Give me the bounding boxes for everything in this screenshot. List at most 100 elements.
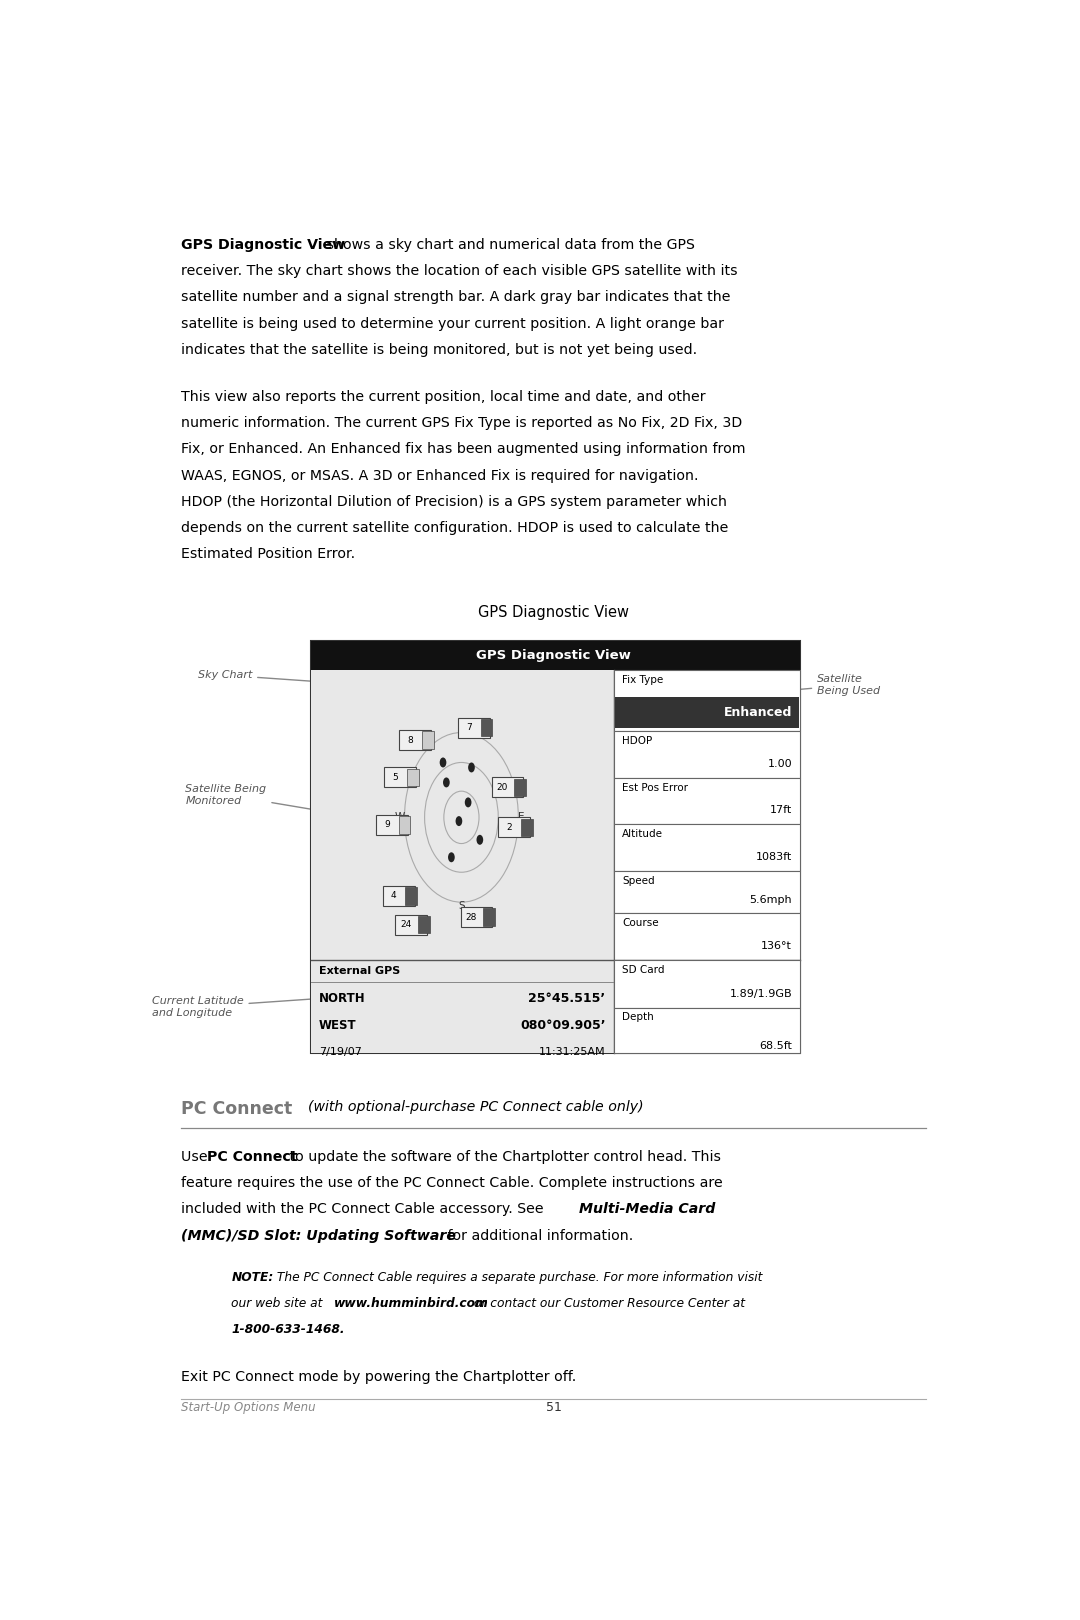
- Text: numeric information. The current GPS Fix Type is reported as No Fix, 2D Fix, 3D: numeric information. The current GPS Fix…: [181, 416, 742, 431]
- Bar: [613, 1008, 800, 1053]
- Text: Satellite
Being Used: Satellite Being Used: [622, 674, 880, 706]
- Text: W: W: [394, 812, 405, 823]
- Text: for additional information.: for additional information.: [443, 1228, 633, 1243]
- Bar: [483, 909, 495, 927]
- Text: satellite number and a signal strength bar. A dark gray bar indicates that the: satellite number and a signal strength b…: [181, 290, 730, 305]
- Circle shape: [448, 852, 455, 862]
- Circle shape: [468, 763, 475, 773]
- Text: receiver. The sky chart shows the location of each visible GPS satellite with it: receiver. The sky chart shows the locati…: [181, 264, 738, 279]
- Bar: [311, 642, 800, 671]
- Text: (with optional-purchase PC Connect cable only): (with optional-purchase PC Connect cable…: [308, 1100, 644, 1115]
- Bar: [498, 818, 530, 838]
- Circle shape: [440, 758, 446, 768]
- Text: www.humminbird.com: www.humminbird.com: [334, 1296, 489, 1309]
- Text: Use: Use: [181, 1150, 212, 1165]
- Text: Estimated Position Error.: Estimated Position Error.: [181, 548, 355, 561]
- Text: PC Connect: PC Connect: [207, 1150, 297, 1165]
- Text: Exit PC Connect mode by powering the Chartplotter off.: Exit PC Connect mode by powering the Cha…: [181, 1371, 577, 1383]
- Text: 7: 7: [467, 723, 472, 732]
- Text: Multi-Media Card: Multi-Media Card: [580, 1202, 716, 1217]
- Text: 1.89/1.9GB: 1.89/1.9GB: [729, 990, 792, 1000]
- Bar: [400, 731, 431, 750]
- Bar: [382, 886, 415, 906]
- Bar: [521, 818, 532, 836]
- Bar: [514, 779, 526, 795]
- Bar: [491, 778, 524, 797]
- Circle shape: [476, 834, 483, 844]
- Bar: [616, 697, 799, 729]
- Text: depends on the current satellite configuration. HDOP is used to calculate the: depends on the current satellite configu…: [181, 522, 728, 535]
- Bar: [311, 671, 613, 1053]
- Text: 2: 2: [507, 823, 512, 831]
- Text: 20: 20: [497, 782, 508, 792]
- Text: GPS Diagnostic View: GPS Diagnostic View: [478, 604, 629, 620]
- Circle shape: [456, 816, 462, 826]
- Text: 080°09.905’: 080°09.905’: [519, 1019, 606, 1032]
- Text: 1.00: 1.00: [768, 758, 792, 768]
- Text: E: E: [518, 812, 525, 823]
- Bar: [613, 825, 800, 872]
- Text: 4: 4: [391, 891, 396, 901]
- Text: 1-800-633-1468.: 1-800-633-1468.: [231, 1324, 345, 1336]
- Text: Fix Type: Fix Type: [622, 676, 663, 685]
- Text: Current Latitude
and Longitude: Current Latitude and Longitude: [151, 996, 319, 1017]
- Text: satellite is being used to determine your current position. A light orange bar: satellite is being used to determine you…: [181, 316, 724, 330]
- Text: N: N: [458, 719, 465, 731]
- Text: 25°45.515’: 25°45.515’: [528, 991, 606, 1004]
- Bar: [311, 642, 800, 1053]
- Text: 51: 51: [545, 1401, 562, 1414]
- Text: 136°t: 136°t: [761, 941, 792, 951]
- Text: NORTH: NORTH: [320, 991, 366, 1004]
- Circle shape: [443, 778, 449, 787]
- Text: 5.6mph: 5.6mph: [750, 896, 792, 906]
- Text: or contact our Customer Resource Center at: or contact our Customer Resource Center …: [470, 1296, 745, 1309]
- Bar: [481, 719, 492, 735]
- Bar: [613, 872, 800, 914]
- Text: Course: Course: [622, 919, 659, 928]
- Bar: [395, 915, 427, 935]
- Text: Fix, or Enhanced. An Enhanced fix has been augmented using information from: Fix, or Enhanced. An Enhanced fix has be…: [181, 442, 745, 457]
- Text: This view also reports the current position, local time and date, and other: This view also reports the current posit…: [181, 390, 705, 403]
- Text: 7/19/07: 7/19/07: [320, 1047, 362, 1056]
- Text: PC Connect: PC Connect: [181, 1100, 293, 1118]
- Text: shows a sky chart and numerical data from the GPS: shows a sky chart and numerical data fro…: [322, 238, 694, 253]
- Text: 8: 8: [407, 735, 414, 745]
- Text: HDOP (the Horizontal Dilution of Precision) is a GPS system parameter which: HDOP (the Horizontal Dilution of Precisi…: [181, 494, 727, 509]
- Text: 11:31:25AM: 11:31:25AM: [539, 1047, 606, 1056]
- Text: WEST: WEST: [320, 1019, 356, 1032]
- Text: 5: 5: [392, 773, 399, 782]
- Text: Est Pos Error: Est Pos Error: [622, 782, 688, 792]
- Text: NOTE:: NOTE:: [231, 1270, 273, 1283]
- Text: indicates that the satellite is being monitored, but is not yet being used.: indicates that the satellite is being mo…: [181, 343, 698, 356]
- Text: 24: 24: [401, 920, 411, 930]
- Bar: [418, 915, 430, 933]
- Text: Satellite Being
Monitored: Satellite Being Monitored: [186, 784, 378, 821]
- Text: WAAS, EGNOS, or MSAS. A 3D or Enhanced Fix is required for navigation.: WAAS, EGNOS, or MSAS. A 3D or Enhanced F…: [181, 468, 699, 483]
- Text: Sky Chart: Sky Chart: [198, 671, 363, 687]
- Text: The PC Connect Cable requires a separate purchase. For more information visit: The PC Connect Cable requires a separate…: [273, 1270, 762, 1283]
- Text: GPS Diagnostic View: GPS Diagnostic View: [181, 238, 346, 253]
- Text: 28: 28: [465, 912, 477, 922]
- Circle shape: [464, 797, 472, 807]
- Bar: [376, 815, 408, 834]
- Text: Enhanced: Enhanced: [724, 706, 792, 719]
- Bar: [613, 778, 800, 825]
- Text: to update the software of the Chartplotter control head. This: to update the software of the Chartplott…: [285, 1150, 720, 1165]
- Text: 68.5ft: 68.5ft: [759, 1040, 792, 1051]
- Bar: [460, 907, 492, 927]
- Text: HDOP: HDOP: [622, 735, 652, 745]
- Bar: [613, 731, 800, 778]
- Bar: [399, 816, 410, 834]
- Text: our web site at: our web site at: [231, 1296, 326, 1309]
- Text: 9: 9: [384, 820, 390, 829]
- Text: GPS Diagnostic View: GPS Diagnostic View: [476, 650, 631, 663]
- Bar: [384, 768, 416, 787]
- Bar: [422, 731, 434, 748]
- Text: Depth: Depth: [622, 1012, 653, 1022]
- Text: SD Card: SD Card: [622, 964, 664, 975]
- Text: 17ft: 17ft: [770, 805, 792, 815]
- Bar: [613, 959, 800, 1008]
- Bar: [405, 888, 417, 904]
- Text: S: S: [458, 901, 464, 910]
- Text: Altitude: Altitude: [622, 829, 663, 839]
